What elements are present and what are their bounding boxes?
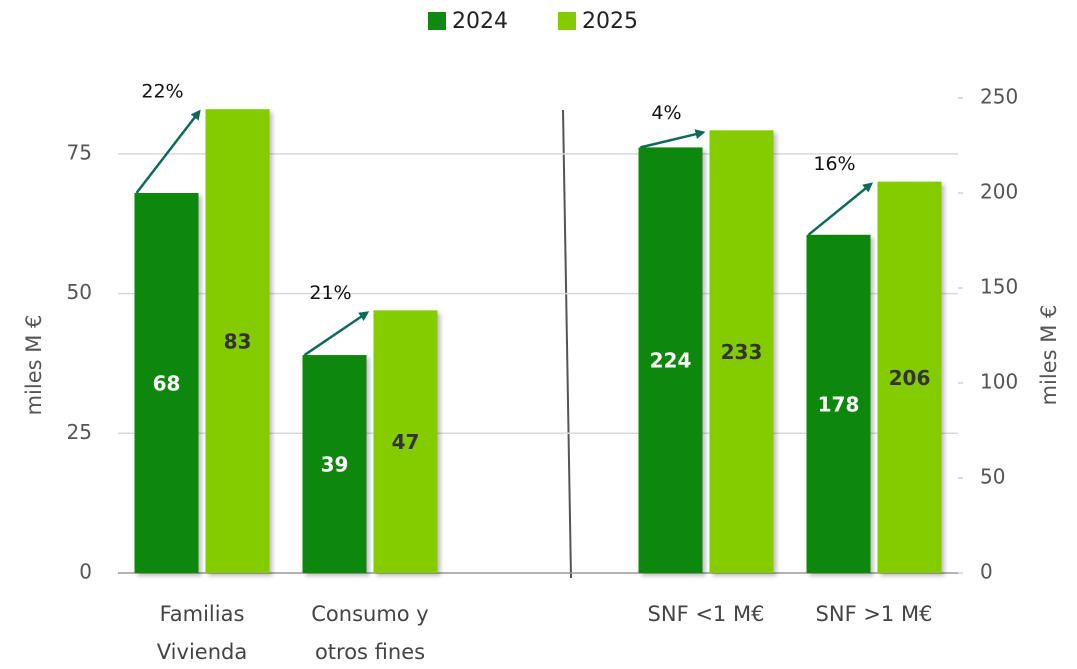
x-tick-label: SNF <1 M€ [647, 602, 765, 626]
bar [877, 181, 942, 573]
bar [302, 355, 367, 573]
value-label: 68 [153, 372, 181, 396]
y-tick-label: 50 [67, 280, 92, 304]
bar [205, 109, 270, 574]
growth-label: 16% [813, 153, 855, 175]
legend-swatch [558, 12, 576, 30]
y2-tick-label: 0 [980, 560, 993, 584]
value-label: 39 [321, 453, 349, 477]
growth-label: 22% [141, 81, 183, 103]
growth-label: 4% [651, 102, 681, 124]
bar [806, 234, 871, 574]
value-label: 47 [392, 430, 420, 454]
x-tick-label: SNF >1 M€ [815, 602, 933, 626]
x-tick-label: Familias Vivienda [156, 602, 248, 664]
legend-label: 2024 [452, 9, 508, 34]
divider [562, 109, 572, 579]
bar [373, 310, 438, 573]
y2-tick-label: 50 [980, 465, 1005, 489]
value-label: 83 [224, 330, 252, 354]
bar [709, 130, 774, 574]
legend-label: 2025 [582, 9, 638, 34]
growth-arrow [807, 182, 874, 236]
value-label: 206 [889, 366, 931, 390]
y-tick-label: 25 [67, 420, 92, 444]
y-axis-title: miles M € [22, 315, 46, 416]
legend-swatch [428, 12, 446, 30]
growth-label: 21% [309, 282, 351, 304]
bar [134, 193, 199, 573]
value-label: 233 [721, 340, 763, 364]
x-tick-label: Consumo y otros fines [311, 602, 429, 664]
bar [638, 147, 703, 573]
y2-axis-title: miles M € [1037, 305, 1061, 406]
value-label: 224 [650, 349, 692, 373]
y2-tick-label: 200 [980, 180, 1018, 204]
growth-arrow [135, 109, 201, 194]
value-label: 178 [818, 392, 860, 416]
y-tick-label: 0 [79, 560, 92, 584]
y2-tick-label: 250 [980, 85, 1018, 109]
growth-arrow [303, 311, 370, 357]
growth-arrow [640, 129, 706, 149]
y2-tick-label: 100 [980, 370, 1018, 394]
y-tick-label: 75 [67, 140, 92, 164]
y2-tick-label: 150 [980, 275, 1018, 299]
